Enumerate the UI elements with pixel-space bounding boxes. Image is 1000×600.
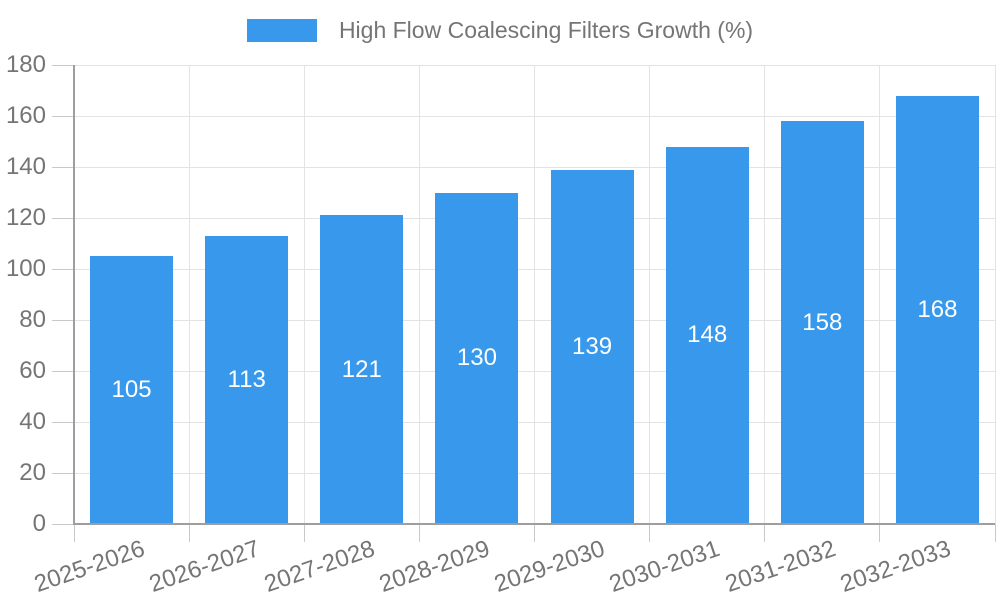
y-axis-tick-label: 80 — [19, 306, 46, 333]
x-axis-tick-label: 2028-2029 — [376, 535, 494, 598]
y-tick-mark — [52, 319, 74, 321]
y-axis-tick-label: 120 — [5, 204, 46, 231]
y-axis-tick-label: 40 — [19, 408, 46, 435]
legend: High Flow Coalescing Filters Growth (%) — [0, 17, 1000, 43]
x-gridline — [764, 65, 766, 524]
bar-value-label: 139 — [572, 332, 613, 360]
y-axis-tick-label: 160 — [5, 102, 46, 129]
x-gridline — [534, 65, 535, 524]
y-axis-tick-label: 0 — [32, 510, 46, 537]
x-tick-mark — [649, 524, 651, 542]
bar-2025-2026[interactable]: 105 — [90, 256, 174, 524]
bar-2031-2032[interactable]: 158 — [780, 121, 864, 524]
y-tick-mark — [52, 421, 74, 423]
x-tick-mark — [994, 524, 996, 542]
y-axis-line — [73, 65, 75, 524]
x-gridline — [649, 65, 651, 524]
y-tick-mark — [52, 115, 74, 117]
bar-value-label: 148 — [687, 321, 728, 349]
bar-2028-2029[interactable]: 130 — [435, 192, 519, 524]
y-axis-tick-label: 100 — [5, 255, 46, 282]
x-gridline — [303, 65, 305, 524]
x-tick-mark — [534, 524, 535, 542]
x-axis-tick-label: 2031-2032 — [721, 535, 839, 598]
x-axis-line — [73, 523, 995, 525]
x-axis-tick-label: 2027-2028 — [260, 535, 379, 598]
legend-label: High Flow Coalescing Filters Growth (%) — [338, 17, 754, 43]
legend-item[interactable]: High Flow Coalescing Filters Growth (%) — [246, 17, 754, 43]
bar-value-label: 130 — [456, 344, 497, 372]
y-axis-tick-label: 140 — [5, 153, 46, 180]
y-tick-mark — [52, 472, 74, 474]
y-tick-mark — [52, 523, 74, 525]
legend-swatch — [246, 18, 317, 42]
y-tick-mark — [52, 217, 74, 219]
y-tick-mark — [52, 166, 74, 168]
bar-value-label: 113 — [227, 365, 266, 393]
x-gridline — [418, 65, 420, 524]
bar-2027-2028[interactable]: 121 — [320, 215, 404, 524]
bar-2030-2031[interactable]: 148 — [665, 146, 749, 524]
x-tick-mark — [418, 524, 420, 542]
bar-value-label: 121 — [341, 355, 382, 383]
x-tick-mark — [188, 524, 190, 542]
bar-2026-2027[interactable]: 113 — [205, 235, 289, 524]
x-axis-tick-label: 2030-2031 — [606, 535, 724, 598]
y-tick-mark — [52, 268, 74, 270]
y-tick-mark — [52, 370, 74, 372]
y-tick-mark — [52, 64, 74, 66]
x-gridline — [994, 65, 996, 524]
y-axis-tick-label: 60 — [19, 357, 46, 384]
y-axis-tick-label: 180 — [5, 51, 46, 78]
x-axis-tick-label: 2026-2027 — [145, 535, 264, 598]
x-axis-tick-label: 2025-2026 — [30, 535, 149, 598]
x-axis-tick-label: 2029-2030 — [491, 535, 609, 598]
bar-value-label: 168 — [917, 295, 958, 323]
x-gridline — [879, 65, 881, 524]
x-tick-mark — [764, 524, 766, 542]
y-axis-tick-label: 20 — [19, 459, 46, 486]
bar-value-label: 105 — [111, 376, 152, 404]
x-tick-mark — [73, 524, 75, 542]
x-tick-mark — [303, 524, 305, 542]
bar-value-label: 158 — [802, 308, 843, 336]
x-axis-tick-label: 2032-2033 — [836, 535, 954, 598]
bar-2032-2033[interactable]: 168 — [895, 95, 979, 524]
bar-2029-2030[interactable]: 139 — [550, 169, 634, 524]
x-tick-mark — [879, 524, 881, 542]
x-gridline — [188, 65, 190, 524]
